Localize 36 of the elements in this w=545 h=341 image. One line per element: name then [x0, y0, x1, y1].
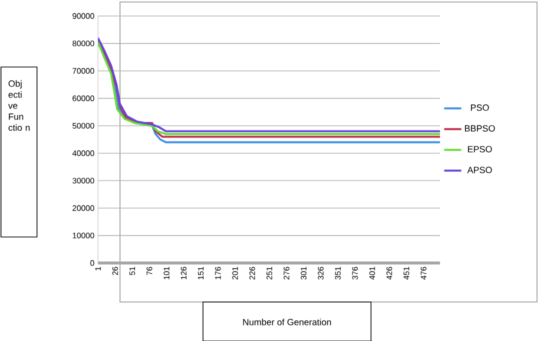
x-tick-label: 351: [335, 266, 341, 280]
y-tick-label: 10000: [72, 232, 94, 238]
y-tick-label: 40000: [72, 150, 94, 156]
legend-label: EPSO: [468, 146, 492, 152]
x-tick-label: 226: [249, 266, 256, 280]
x-tick-label: 376: [352, 266, 358, 280]
y-tick-label: 50000: [72, 122, 94, 128]
x-tick-label: 126: [180, 266, 187, 280]
y-axis-title: Obj ecti ve Fun ctio n: [8, 80, 30, 131]
x-tick-label: 276: [284, 266, 290, 280]
legend-label: APSO: [467, 166, 492, 173]
x-tick-label: 301: [300, 266, 306, 280]
y-tick-label: 90000: [72, 12, 94, 19]
x-tick-label: 51: [129, 266, 136, 275]
x-tick-label: 101: [164, 266, 170, 280]
x-tick-label: 426: [386, 266, 392, 280]
x-tick-label: 251: [266, 266, 272, 280]
x-tick-label: 151: [198, 266, 204, 280]
y-tick-label: 60000: [72, 95, 94, 101]
x-tick-label: 1: [95, 266, 101, 270]
y-tick-label: 30000: [72, 178, 94, 184]
x-tick-label: 176: [215, 266, 221, 280]
x-tick-label: 26: [112, 266, 118, 275]
x-tick-label: 451: [404, 266, 410, 280]
x-tick-label: 476: [420, 266, 426, 280]
x-axis-title: Number of Generation: [243, 318, 331, 326]
legend-label: BBPSO: [465, 125, 495, 132]
y-tick-label: 0: [90, 260, 94, 266]
y-tick-label: 80000: [72, 40, 94, 46]
x-tick-label: 326: [318, 266, 324, 280]
x-tick-label: 76: [146, 266, 152, 275]
legend-label: PSO: [471, 104, 489, 111]
x-tick-label: 201: [232, 266, 238, 280]
x-tick-label: 401: [369, 266, 375, 280]
y-tick-label: 20000: [72, 205, 94, 211]
y-tick-label: 70000: [72, 68, 94, 74]
